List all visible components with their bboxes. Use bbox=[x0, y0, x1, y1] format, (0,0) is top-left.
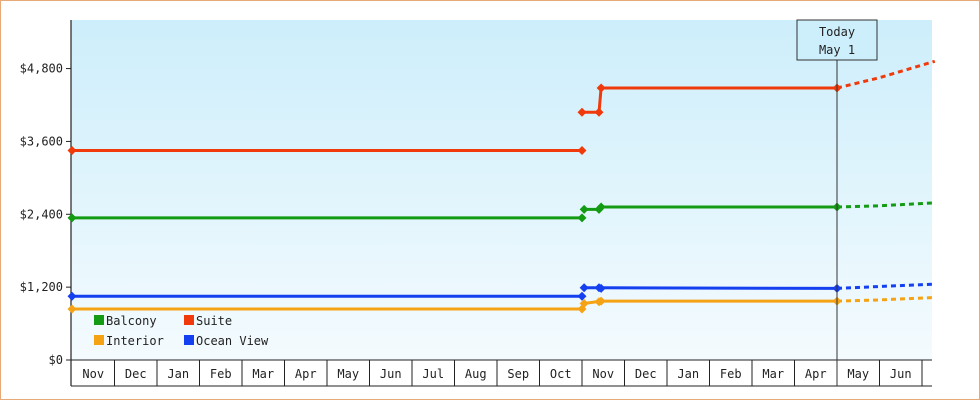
x-tick-label: May bbox=[337, 367, 359, 381]
data-point-balcony bbox=[579, 204, 589, 214]
x-tick-label: Aug bbox=[465, 367, 487, 381]
series-suite bbox=[67, 59, 936, 156]
data-point-suite bbox=[596, 83, 606, 93]
x-tick-label: Nov bbox=[592, 367, 614, 381]
y-tick-label: $3,600 bbox=[20, 134, 63, 148]
data-point-ocean-view bbox=[67, 291, 77, 301]
x-tick-label: Nov bbox=[82, 367, 104, 381]
legend-swatch-suite bbox=[184, 315, 194, 325]
series-line-suite bbox=[836, 59, 936, 90]
data-point-suite bbox=[577, 146, 587, 156]
today-date: May 1 bbox=[819, 43, 855, 57]
data-point-suite bbox=[67, 146, 77, 156]
data-point-ocean-view bbox=[596, 283, 606, 293]
x-tick-label: Jan bbox=[677, 367, 699, 381]
data-point-balcony bbox=[596, 202, 606, 212]
data-point-suite bbox=[594, 107, 604, 117]
legend-label-interior: Interior bbox=[106, 334, 164, 348]
legend-label-ocean-view: Ocean View bbox=[196, 334, 269, 348]
series-line-ocean-view bbox=[584, 286, 838, 290]
x-tick-label: Feb bbox=[720, 367, 742, 381]
legend-label-balcony: Balcony bbox=[106, 314, 157, 328]
y-tick-label: $1,200 bbox=[20, 280, 63, 294]
today-box bbox=[796, 19, 878, 61]
x-tick-label: Jan bbox=[167, 367, 189, 381]
plot-background bbox=[71, 20, 932, 360]
x-tick-label: May bbox=[847, 367, 869, 381]
y-tick-label: $0 bbox=[49, 353, 63, 367]
x-tick-label: Sep bbox=[507, 367, 529, 381]
legend-swatch-ocean-view bbox=[184, 335, 194, 345]
x-tick-label: Mar bbox=[252, 367, 274, 381]
x-tick-label: Dec bbox=[635, 367, 657, 381]
x-tick-label: Apr bbox=[805, 367, 827, 381]
data-point-ocean-view bbox=[577, 291, 587, 301]
today-label: Today bbox=[819, 25, 855, 39]
legend-swatch-balcony bbox=[94, 315, 104, 325]
legend-swatch-interior bbox=[94, 335, 104, 345]
y-axis: $0 $1,200 $2,400 $3,600 $4,800 bbox=[20, 20, 72, 386]
data-point-balcony bbox=[67, 213, 77, 223]
x-tick-label: Mar bbox=[762, 367, 784, 381]
y-tick-label: $2,400 bbox=[20, 207, 63, 221]
data-point-interior bbox=[596, 296, 606, 306]
data-point-interior bbox=[67, 304, 77, 314]
x-tick-label: Apr bbox=[295, 367, 317, 381]
x-tick-label: Oct bbox=[550, 367, 572, 381]
series-layer bbox=[67, 59, 936, 314]
data-point-ocean-view bbox=[579, 283, 589, 293]
series-interior bbox=[67, 296, 935, 314]
series-balcony bbox=[67, 201, 935, 223]
data-point-balcony bbox=[577, 213, 587, 223]
data-point-interior bbox=[579, 299, 589, 309]
x-tick-label: Jul bbox=[422, 367, 444, 381]
x-tick-label: Feb bbox=[210, 367, 232, 381]
x-tick-label: Jun bbox=[380, 367, 402, 381]
x-axis: Nov Dec Jan Feb Mar Apr May Jun Jul Aug Sep Oct Nov D… bbox=[71, 359, 932, 387]
x-tick-label: Dec bbox=[125, 367, 147, 381]
series-line-suite bbox=[582, 86, 837, 114]
legend-label-suite: Suite bbox=[196, 314, 232, 328]
y-tick-label: $4,800 bbox=[20, 62, 63, 76]
x-tick-label: Jun bbox=[890, 367, 912, 381]
today-marker: Today May 1 bbox=[796, 19, 878, 386]
data-point-suite bbox=[577, 107, 587, 117]
legend: Balcony Suite Interior Ocean View bbox=[94, 314, 269, 348]
